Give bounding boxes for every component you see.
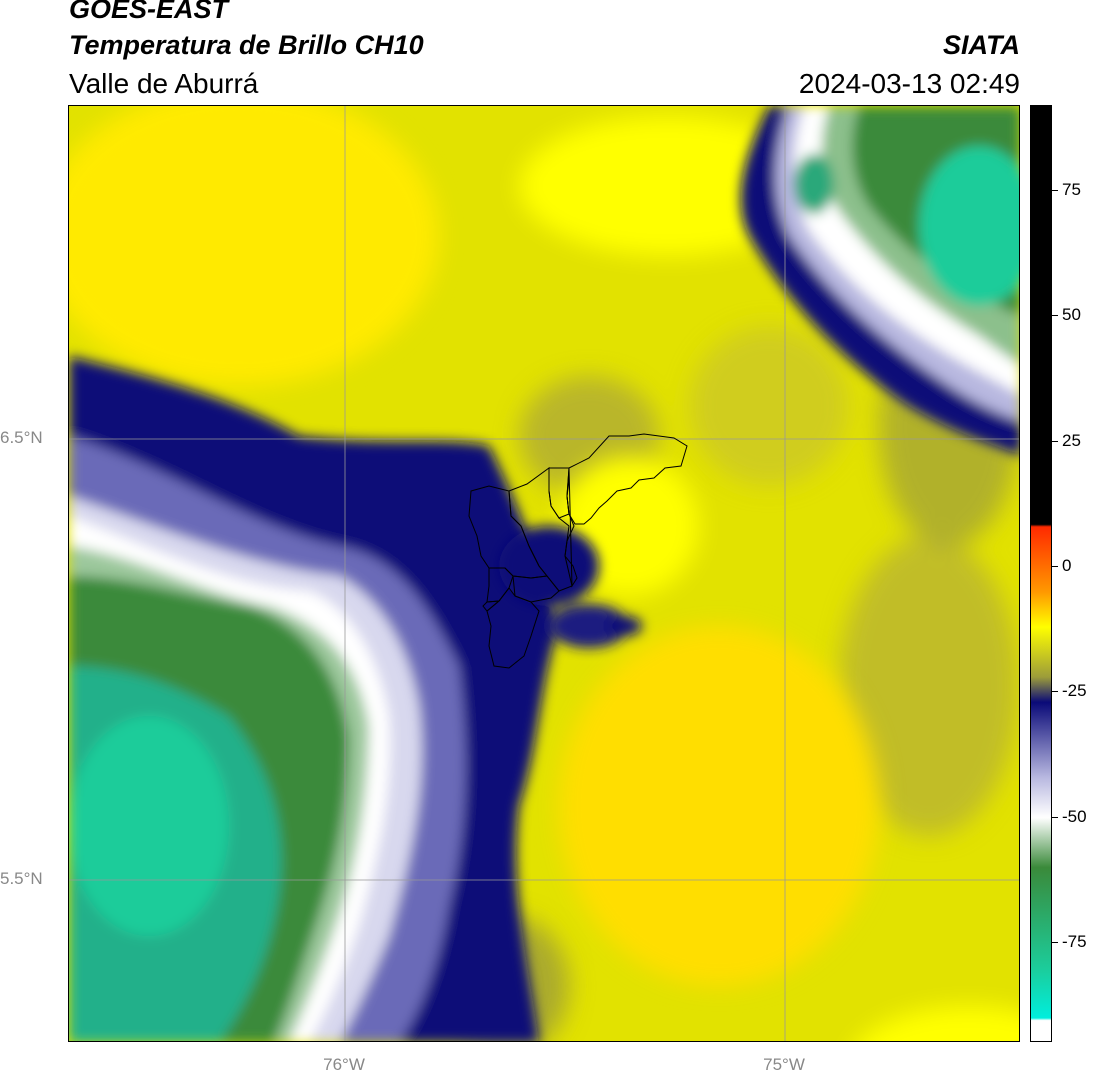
colorbar-tick-label: 75 xyxy=(1062,180,1081,200)
colorbar-tick xyxy=(1052,440,1058,442)
cold-band-southwest xyxy=(69,356,559,1041)
colorbar-tick-label: -50 xyxy=(1062,806,1087,826)
colorbar-tick-label: 0 xyxy=(1062,555,1072,575)
colorbar-gradient xyxy=(1031,106,1051,1041)
colorbar-tick xyxy=(1052,816,1058,818)
timestamp-label: 2024-03-13 02:49 xyxy=(798,68,1020,99)
colorbar-tick xyxy=(1052,315,1058,317)
cold-band-northeast xyxy=(740,106,1019,456)
colorbar-tick-label: -25 xyxy=(1062,681,1087,701)
longitude-label-76: 76°W xyxy=(323,1055,365,1074)
satellite-map xyxy=(68,105,1020,1042)
colorbar-tick-label: 50 xyxy=(1062,305,1081,325)
colorbar-tick-label: -75 xyxy=(1062,931,1087,951)
region-label: Valle de Aburrá xyxy=(69,68,259,99)
longitude-label-75: 75°W xyxy=(763,1055,805,1074)
colorbar-tick xyxy=(1052,941,1058,943)
latitude-label-6-5: 6.5°N xyxy=(0,428,43,447)
colorbar-tick xyxy=(1052,691,1058,693)
colorbar xyxy=(1030,105,1052,1042)
map-subtitle: Temperatura de Brillo CH10 xyxy=(69,30,424,60)
colorbar-tick-label: 25 xyxy=(1062,430,1081,450)
map-title: GOES-EAST xyxy=(69,0,229,24)
latitude-label-5-5: 5.5°N xyxy=(0,869,43,888)
brightness-temperature-field xyxy=(69,106,1019,1041)
gridlines xyxy=(69,106,1019,1041)
valley-boundaries xyxy=(468,433,688,669)
colorbar-tick xyxy=(1052,190,1058,192)
colorbar-tick xyxy=(1052,565,1058,567)
organization-label: SIATA xyxy=(943,30,1020,60)
cold-cells-valley xyxy=(499,526,642,648)
